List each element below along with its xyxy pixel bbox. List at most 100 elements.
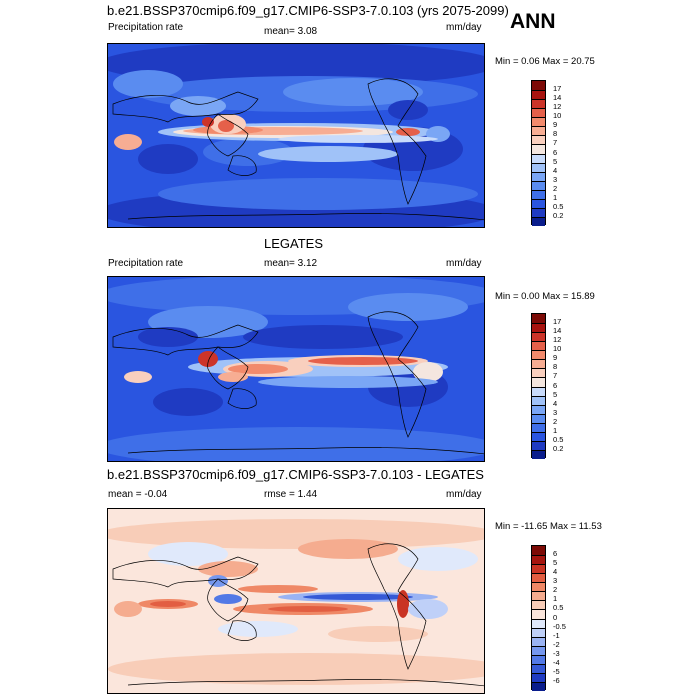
colorbar-swatch <box>532 618 545 628</box>
panel3-difference-field <box>108 509 484 693</box>
colorbar-tick-label: 9 <box>553 120 558 130</box>
colorbar-tick-label: 0.2 <box>553 210 564 220</box>
colorbar-tick-label: 12 <box>553 102 562 112</box>
colorbar-swatch <box>532 180 545 190</box>
colorbar-swatch <box>532 681 545 691</box>
colorbar-swatch <box>532 99 545 109</box>
panel3-map <box>107 508 485 694</box>
colorbar-swatch <box>532 573 545 583</box>
colorbar-tick-label: 10 <box>553 344 562 354</box>
panel2-units-label: mm/day <box>446 258 482 269</box>
colorbar-swatch <box>532 162 545 172</box>
colorbar-tick-label: 9 <box>553 353 558 363</box>
panel1-map <box>107 43 485 228</box>
panel3-units-label: mm/day <box>446 489 482 500</box>
colorbar-swatch <box>532 663 545 673</box>
colorbar-swatch <box>532 422 545 432</box>
panel2-precip-field <box>108 277 484 461</box>
panel1-variable-label: Precipitation rate <box>108 22 184 33</box>
colorbar-swatch <box>532 600 545 610</box>
panel2-title: LEGATES <box>264 236 324 251</box>
colorbar-swatch <box>532 323 545 333</box>
panel3-colorbar <box>531 545 546 691</box>
colorbar-tick-label: 7 <box>553 371 558 381</box>
colorbar-swatch <box>532 546 545 556</box>
colorbar-tick-label: -5 <box>553 666 560 676</box>
panel2-variable-label: Precipitation rate <box>108 258 184 269</box>
colorbar-tick-label: 6 <box>553 147 558 157</box>
colorbar-swatch <box>532 582 545 592</box>
colorbar-tick-label: -1 <box>553 630 560 640</box>
colorbar-tick-label: 0 <box>553 612 558 622</box>
panel2-map <box>107 276 485 462</box>
colorbar-swatch <box>532 627 545 637</box>
colorbar-tick-label: 6 <box>553 380 558 390</box>
colorbar-tick-label: 4 <box>553 398 558 408</box>
colorbar-swatch <box>532 440 545 450</box>
colorbar-tick-label: 3 <box>553 407 558 417</box>
colorbar-tick-label: -3 <box>553 648 560 658</box>
colorbar-tick-label: 0.5 <box>553 201 564 211</box>
colorbar-swatch <box>532 368 545 378</box>
colorbar-swatch <box>532 591 545 601</box>
colorbar-swatch <box>532 395 545 405</box>
colorbar-tick-label: 5 <box>553 389 558 399</box>
colorbar-swatch <box>532 672 545 682</box>
colorbar-tick-label: 0.5 <box>553 434 564 444</box>
colorbar-swatch <box>532 555 545 565</box>
colorbar-tick-label: 8 <box>553 362 558 372</box>
panel1-colorbar <box>531 80 546 226</box>
season-label: ANN <box>510 10 556 33</box>
colorbar-swatch <box>532 404 545 414</box>
colorbar-swatch <box>532 153 545 163</box>
colorbar-swatch <box>532 216 545 226</box>
colorbar-tick-label: 0.2 <box>553 443 564 453</box>
colorbar-tick-label: 10 <box>553 111 562 121</box>
colorbar-tick-label: 6 <box>553 549 558 559</box>
panel2-colorbar <box>531 313 546 459</box>
panel3-title: b.e21.BSSP370cmip6.f09_g17.CMIP6-SSP3-7.… <box>107 467 484 482</box>
colorbar-tick-label: 4 <box>553 567 558 577</box>
colorbar-tick-label: -4 <box>553 657 560 667</box>
panel1-mean-label: mean= 3.08 <box>264 26 318 37</box>
colorbar-tick-label: 1 <box>553 425 558 435</box>
panel1-units-label: mm/day <box>446 22 482 33</box>
colorbar-swatch <box>532 126 545 136</box>
colorbar-swatch <box>532 135 545 145</box>
colorbar-swatch <box>532 332 545 342</box>
colorbar-swatch <box>532 431 545 441</box>
colorbar-swatch <box>532 449 545 459</box>
colorbar-swatch <box>532 654 545 664</box>
panel2-mean-label: mean= 3.12 <box>264 258 318 269</box>
colorbar-tick-label: 5 <box>553 558 558 568</box>
colorbar-swatch <box>532 341 545 351</box>
colorbar-swatch <box>532 636 545 646</box>
panel2-min-max: Min = 0.00 Max = 15.89 <box>495 291 595 302</box>
colorbar-tick-label: 4 <box>553 165 558 175</box>
colorbar-tick-label: 14 <box>553 93 562 103</box>
panel3-rmse-label: rmse = 1.44 <box>264 489 318 500</box>
colorbar-swatch <box>532 117 545 127</box>
colorbar-tick-label: 17 <box>553 317 562 327</box>
panel3-min-max: Min = -11.65 Max = 11.53 <box>495 521 602 532</box>
colorbar-tick-label: 8 <box>553 129 558 139</box>
colorbar-swatch <box>532 81 545 91</box>
colorbar-swatch <box>532 564 545 574</box>
colorbar-swatch <box>532 198 545 208</box>
panel1-title: b.e21.BSSP370cmip6.f09_g17.CMIP6-SSP3-7.… <box>107 3 509 18</box>
panel1-precip-field <box>108 44 484 227</box>
colorbar-swatch <box>532 359 545 369</box>
colorbar-tick-label: 7 <box>553 138 558 148</box>
colorbar-tick-label: 2 <box>553 585 558 595</box>
colorbar-swatch <box>532 413 545 423</box>
colorbar-swatch <box>532 386 545 396</box>
colorbar-swatch <box>532 144 545 154</box>
colorbar-tick-label: 17 <box>553 84 562 94</box>
colorbar-swatch <box>532 171 545 181</box>
colorbar-tick-label: 3 <box>553 174 558 184</box>
colorbar-swatch <box>532 645 545 655</box>
colorbar-tick-label: 12 <box>553 335 562 345</box>
panel1-min-max: Min = 0.06 Max = 20.75 <box>495 56 595 67</box>
colorbar-swatch <box>532 609 545 619</box>
colorbar-swatch <box>532 207 545 217</box>
